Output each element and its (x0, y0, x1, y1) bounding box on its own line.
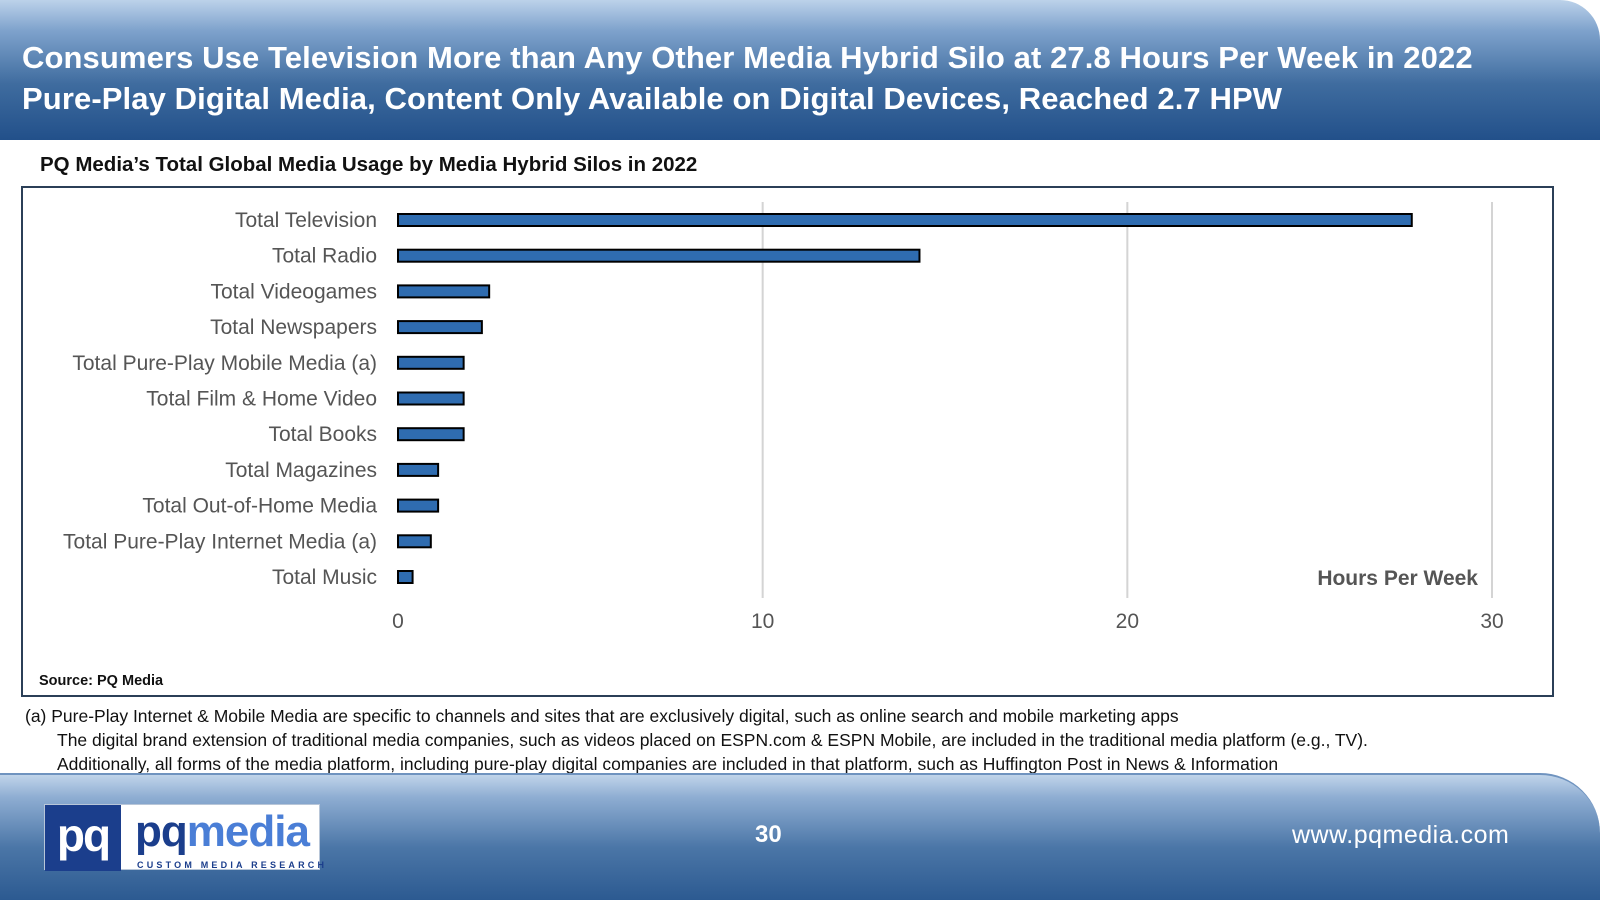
category-label: Total Magazines (225, 459, 377, 482)
logo-word-b: media (186, 807, 310, 856)
website-link[interactable]: www.pqmedia.com (1292, 821, 1510, 849)
category-label: Total Pure-Play Mobile Media (a) (72, 352, 377, 375)
footnote-line-3: Additionally, all forms of the media pla… (57, 754, 1279, 774)
category-label: Total Television (235, 209, 377, 232)
source-note: Source: PQ Media (39, 673, 164, 689)
page-title-line-1: Consumers Use Television More than Any O… (22, 40, 1473, 75)
chart-frame: 0 10 20 30 Total Television Total Radio Total … (21, 186, 1554, 697)
x-tick-label: 10 (751, 610, 774, 633)
category-label: Total Videogames (210, 280, 377, 303)
page-title-line-2: Pure-Play Digital Media, Content Only Av… (22, 81, 1283, 116)
category-label: Total Radio (272, 245, 377, 268)
category-label: Total Pure-Play Internet Media (a) (63, 530, 377, 553)
chart-subtitle: PQ Media’s Total Global Media Usage by M… (40, 153, 698, 176)
bar (397, 391, 465, 406)
bar (397, 355, 465, 370)
footnotes: (a) Pure-Play Internet & Mobile Media ar… (25, 704, 1368, 776)
footnote-line-2: The digital brand extension of tradition… (57, 730, 1368, 750)
bar (397, 320, 483, 335)
bar (397, 284, 491, 299)
category-label: Total Books (268, 423, 377, 446)
x-tick-label: 30 (1480, 610, 1503, 633)
bar (397, 248, 921, 263)
bar (397, 462, 440, 477)
category-label: Total Music (272, 566, 377, 589)
logo-wordmark: pqmedia (135, 807, 310, 857)
page-number: 30 (755, 821, 782, 848)
category-label: Total Newspapers (210, 316, 377, 339)
header-banner: Consumers Use Television More than Any O… (0, 0, 1600, 140)
logo-mark: pq (45, 805, 121, 871)
footer-banner: pq pqmedia CUSTOM MEDIA RESEARCH 30 www.… (0, 773, 1600, 900)
x-axis-title: Hours Per Week (1317, 567, 1478, 590)
footnote-line-1: (a) Pure-Play Internet & Mobile Media ar… (25, 706, 1179, 726)
bar (397, 570, 414, 584)
bar (397, 213, 1413, 227)
x-tick-label: 20 (1116, 610, 1139, 633)
category-label: Total Out-of-Home Media (142, 495, 377, 518)
x-tick-label: 0 (392, 610, 404, 633)
category-label: Total Film & Home Video (146, 388, 377, 411)
bar-chart: 0 10 20 30 Total Television Total Radio Total … (63, 202, 1504, 633)
bar (397, 498, 440, 513)
logo-word-a: pq (135, 807, 188, 856)
bar (397, 427, 465, 442)
pqmedia-logo[interactable]: pq pqmedia CUSTOM MEDIA RESEARCH (44, 804, 324, 871)
logo-tagline: CUSTOM MEDIA RESEARCH (137, 860, 328, 870)
bar (397, 534, 432, 549)
